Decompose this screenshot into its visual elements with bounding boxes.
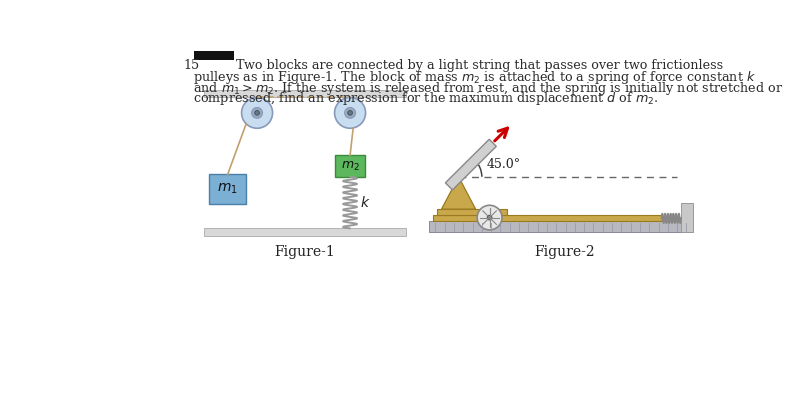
Circle shape xyxy=(345,107,355,118)
Text: $k$: $k$ xyxy=(360,195,370,210)
Text: pulleys as in Figure-1. The block of mass $m_2$ is attached to a spring of force: pulleys as in Figure-1. The block of mas… xyxy=(193,69,756,86)
Circle shape xyxy=(255,111,259,115)
Text: $m_2$: $m_2$ xyxy=(341,160,359,173)
Bar xyxy=(433,215,662,222)
Text: 15: 15 xyxy=(184,59,200,72)
Bar xyxy=(681,203,693,232)
Text: 45.0°: 45.0° xyxy=(487,157,520,171)
Circle shape xyxy=(334,98,365,128)
Circle shape xyxy=(488,215,492,220)
Text: Figure-1: Figure-1 xyxy=(275,245,335,259)
Circle shape xyxy=(348,111,353,115)
Text: compressed, find an expression for the maximum displacement $d$ of $m_2$.: compressed, find an expression for the m… xyxy=(193,90,658,107)
Circle shape xyxy=(242,98,273,128)
Text: and $m_1 > m_2$. If the system is released from rest, and the spring is initiall: and $m_1 > m_2$. If the system is releas… xyxy=(193,80,783,97)
Circle shape xyxy=(251,107,263,118)
Bar xyxy=(194,51,234,60)
Bar xyxy=(204,228,406,236)
Polygon shape xyxy=(445,139,496,190)
Bar xyxy=(335,155,365,177)
Bar xyxy=(209,175,247,204)
Bar xyxy=(429,222,693,232)
Text: Figure-2: Figure-2 xyxy=(535,245,595,259)
Polygon shape xyxy=(441,177,476,209)
Text: Two blocks are connected by a light string that passes over two frictionless: Two blocks are connected by a light stri… xyxy=(236,59,723,72)
Text: $m_1$: $m_1$ xyxy=(217,182,238,196)
Bar xyxy=(437,209,507,215)
Bar xyxy=(204,90,406,98)
Circle shape xyxy=(477,205,502,230)
